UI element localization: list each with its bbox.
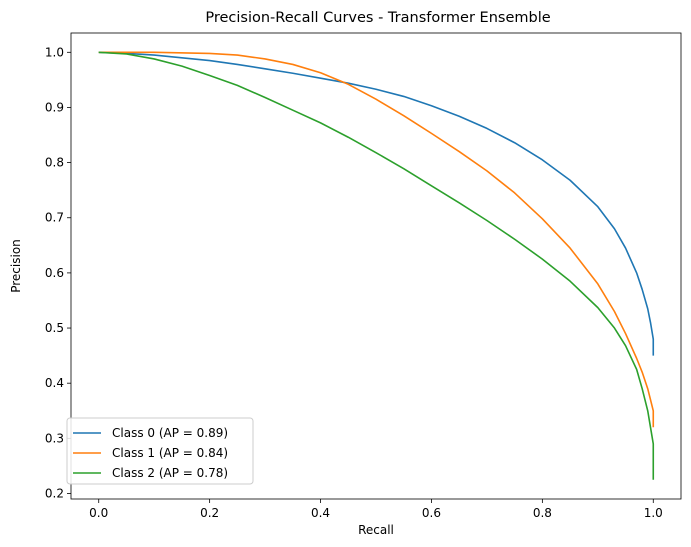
- y-tick-label: 1.0: [45, 45, 64, 59]
- y-tick-label: 0.9: [45, 100, 64, 114]
- y-tick-label: 0.5: [45, 321, 64, 335]
- series-layer: [98, 51, 655, 480]
- y-tick-label: 0.7: [45, 211, 64, 225]
- legend: Class 0 (AP = 0.89) Class 1 (AP = 0.84) Cl…: [66, 417, 254, 485]
- y-tick-label: 0.6: [45, 266, 64, 280]
- y-axis-ticks: 0.2 0.3 0.4 0.5 0.6 0.7 0.8 0.9 1.0: [45, 45, 71, 500]
- y-tick-label: 0.8: [45, 156, 64, 170]
- legend-box: [66, 417, 254, 485]
- legend-label: Class 0 (AP = 0.89): [112, 426, 228, 440]
- x-tick-label: 0.4: [311, 506, 330, 520]
- x-tick-label: 1.0: [644, 506, 663, 520]
- y-tick-label: 0.4: [45, 376, 64, 390]
- legend-label: Class 2 (AP = 0.78): [112, 466, 228, 480]
- x-tick-label: 0.8: [533, 506, 552, 520]
- series-line-class-1: [98, 51, 655, 428]
- x-axis-label: Recall: [358, 523, 394, 537]
- x-axis-ticks: 0.0 0.2 0.4 0.6 0.8 1.0: [89, 499, 663, 520]
- x-tick-label: 0.2: [200, 506, 219, 520]
- y-axis-label: Precision: [9, 239, 23, 293]
- legend-label: Class 1 (AP = 0.84): [112, 446, 228, 460]
- x-tick-label: 0.0: [89, 506, 108, 520]
- y-tick-label: 0.2: [45, 486, 64, 500]
- chart-title: Precision-Recall Curves - Transformer En…: [205, 10, 550, 26]
- x-tick-label: 0.6: [422, 506, 441, 520]
- series-line-class-0: [98, 51, 655, 356]
- y-tick-label: 0.3: [45, 431, 64, 445]
- series-line-class-2: [98, 51, 655, 480]
